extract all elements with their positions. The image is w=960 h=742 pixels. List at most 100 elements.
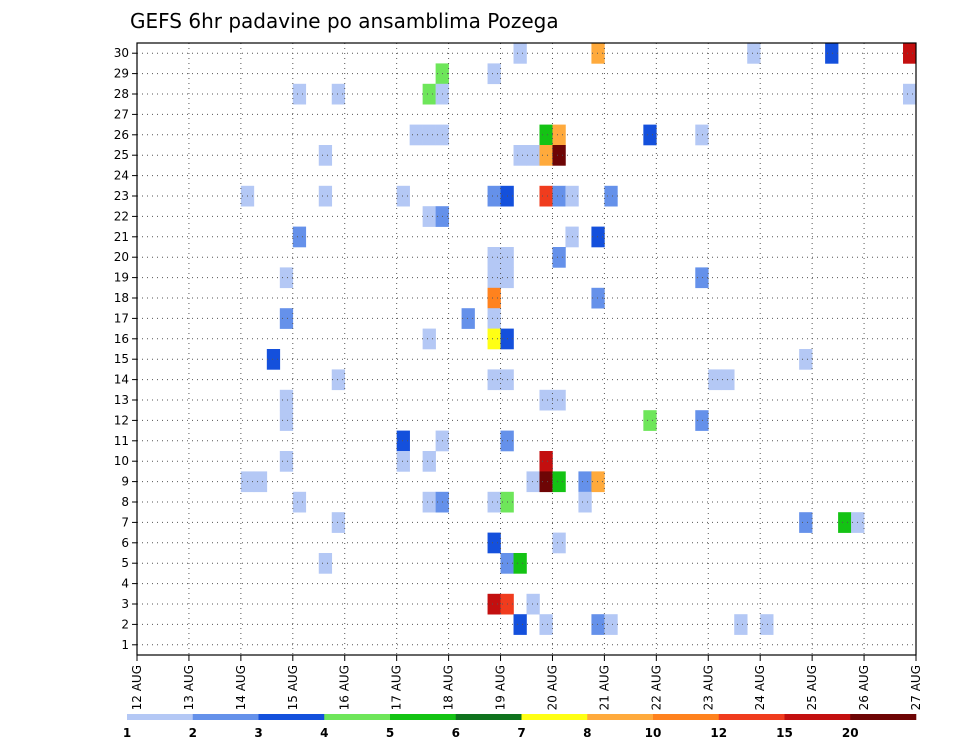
colorbar-label: 12 — [710, 726, 727, 740]
heatmap-cell — [279, 308, 294, 329]
colorbar-swatch — [324, 714, 391, 720]
heatmap-cell — [539, 124, 553, 146]
x-tick-label: 16 AUG — [338, 665, 352, 710]
heatmap-cell — [903, 83, 917, 105]
colorbar-swatch — [192, 714, 259, 720]
heatmap-cell — [487, 369, 501, 391]
y-tick-label: 25 — [114, 148, 129, 162]
x-tick-label: 15 AUG — [286, 665, 300, 710]
y-tick-label: 26 — [114, 128, 129, 142]
x-tick-label: 18 AUG — [442, 665, 456, 710]
heatmap-cell — [487, 308, 501, 329]
x-tick-label: 19 AUG — [494, 665, 508, 710]
heatmap-cell — [513, 553, 527, 574]
heatmap-cell — [552, 185, 566, 207]
colorbar-label: 8 — [583, 726, 591, 740]
colorbar-swatch — [455, 714, 522, 720]
y-tick-label: 4 — [121, 577, 129, 591]
x-tick-label: 14 AUG — [234, 665, 248, 710]
y-tick-label: 27 — [114, 107, 129, 121]
x-tick-label: 27 AUG — [909, 665, 923, 710]
y-tick-label: 22 — [114, 209, 129, 223]
y-tick-label: 1 — [121, 638, 129, 652]
heatmap-cell — [422, 124, 436, 146]
y-tick-label: 21 — [114, 230, 129, 244]
y-tick-label: 5 — [121, 556, 129, 570]
heatmap-cell — [396, 185, 410, 207]
y-tick-label: 9 — [121, 475, 129, 489]
heatmap-cell — [526, 145, 540, 166]
heatmap-cell — [552, 145, 566, 166]
colorbar-label: 1 — [123, 726, 131, 740]
colorbar-swatch — [718, 714, 785, 720]
colorbar-label: 4 — [320, 726, 328, 740]
x-tick-label: 21 AUG — [597, 665, 611, 710]
heatmap-cell — [825, 43, 839, 64]
heatmap-cell — [487, 491, 501, 513]
y-tick-label: 20 — [114, 250, 129, 264]
heatmap-cell — [266, 349, 281, 370]
heatmap-cell — [591, 43, 605, 64]
x-tick-label: 17 AUG — [390, 665, 404, 710]
heatmap-cell — [552, 471, 566, 493]
heatmap-cell — [331, 369, 346, 391]
y-tick-label: 2 — [121, 617, 129, 631]
y-tick-label: 19 — [114, 271, 129, 285]
y-tick-label: 28 — [114, 87, 129, 101]
heatmap-cell — [422, 451, 436, 472]
heatmap-cell — [903, 43, 917, 64]
heatmap-cell — [487, 532, 501, 554]
heatmap-cell — [708, 369, 722, 391]
x-axis: 12 AUG 13 AUG 14 AUG 15 AUG 16 AUG 17 AUG 18 A… — [130, 655, 923, 710]
heatmap-cell — [526, 471, 540, 493]
heatmap-cell — [578, 471, 592, 493]
heatmap-cell — [396, 430, 410, 452]
heatmap-cell — [409, 124, 423, 146]
heatmap-cell — [539, 185, 553, 207]
heatmap-cell — [552, 389, 566, 411]
heatmap-cell — [643, 410, 657, 431]
heatmap-cell — [292, 491, 307, 513]
heatmap-cell — [539, 471, 553, 493]
heatmap-cell — [292, 83, 307, 105]
colorbar-label: 2 — [189, 726, 197, 740]
y-tick-label: 13 — [114, 393, 129, 407]
heatmap-cell — [552, 532, 566, 554]
y-tick-label: 16 — [114, 332, 129, 346]
heatmap-cell — [318, 145, 333, 166]
heatmap-cell — [487, 247, 501, 268]
colorbar-label: 5 — [386, 726, 394, 740]
heatmap-cell — [539, 145, 553, 166]
heatmap-cell — [838, 512, 852, 533]
heatmap-cell — [253, 471, 268, 493]
colorbar-label: 20 — [842, 726, 859, 740]
heatmap-cell — [591, 287, 605, 309]
colorbar-label: 3 — [254, 726, 262, 740]
heatmap-cell — [591, 226, 605, 248]
heatmap-cell — [513, 145, 527, 166]
heatmap-cell — [513, 614, 527, 635]
heatmap-cell — [643, 124, 657, 146]
y-tick-label: 15 — [114, 352, 129, 366]
y-tick-label: 17 — [114, 311, 129, 325]
y-tick-label: 8 — [121, 495, 129, 509]
x-tick-label: 24 AUG — [753, 665, 767, 710]
heatmap-cell — [279, 267, 294, 289]
colorbar-label: 7 — [517, 726, 525, 740]
heatmap-cell — [799, 512, 813, 533]
y-tick-label: 10 — [114, 454, 129, 468]
y-tick-label: 7 — [121, 515, 129, 529]
heatmap-cell — [487, 593, 501, 615]
heatmap-cell — [591, 471, 605, 493]
heatmap-cell — [422, 328, 436, 350]
heatmap-cell — [734, 614, 748, 635]
x-tick-label: 26 AUG — [857, 665, 871, 710]
y-tick-label: 11 — [114, 434, 129, 448]
heatmap-cell — [318, 553, 333, 574]
colorbar-label: 6 — [452, 726, 460, 740]
heatmap-cell — [487, 185, 501, 207]
heatmap-cell — [487, 267, 501, 289]
y-tick-label: 23 — [114, 189, 129, 203]
heatmap-cell — [513, 43, 527, 64]
heatmap-cell — [526, 593, 540, 615]
